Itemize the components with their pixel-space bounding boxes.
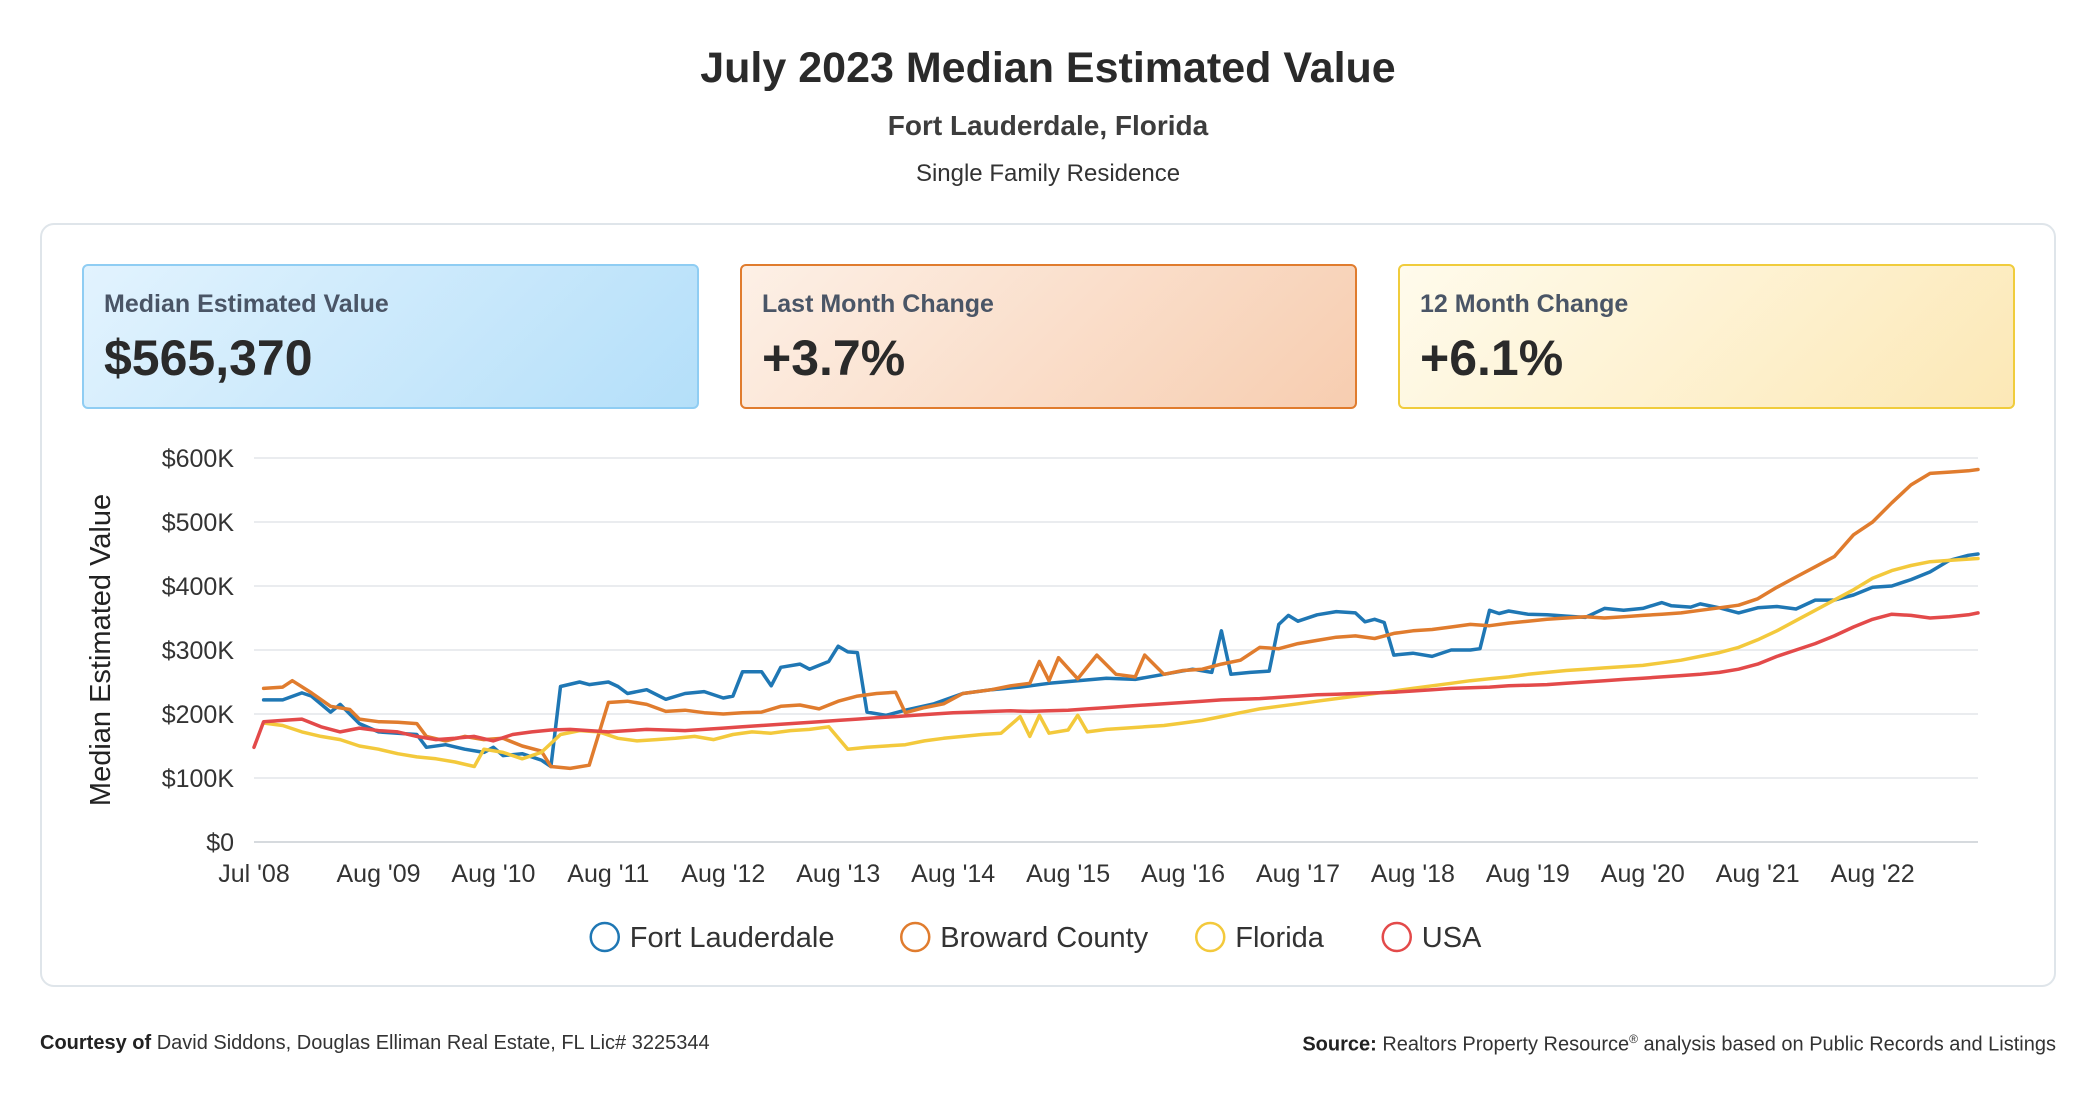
kpi-label: Last Month Change <box>762 290 994 318</box>
legend-label: Broward County <box>940 922 1148 954</box>
y-axis-ticks: $0 $100K $200K $300K $400K $500K $600K <box>162 445 235 857</box>
x-tick-label: Aug '19 <box>1486 860 1570 888</box>
x-tick-label: Aug '18 <box>1371 860 1455 888</box>
x-tick-label: Aug '10 <box>451 860 535 888</box>
x-tick-label: Aug '20 <box>1601 860 1685 888</box>
x-tick-label: Aug '14 <box>911 860 995 888</box>
property-type-subtitle: Single Family Residence <box>915 160 1181 187</box>
source-footer: Source: Realtors Property Resource® anal… <box>1302 1032 2056 1057</box>
kpi-median-value-card: Median Estimated Value $565,370 <box>82 264 699 409</box>
courtesy-label: Courtesy of <box>40 1032 152 1054</box>
y-tick-label: $100K <box>162 765 235 793</box>
page-title: July 2023 Median Estimated Value <box>700 44 1396 92</box>
courtesy-text: David Siddons, Douglas Elliman Real Esta… <box>156 1032 710 1054</box>
source-text-2: analysis based on Public Records and Lis… <box>1643 1033 2056 1056</box>
series-line-broward-county <box>261 467 1980 771</box>
x-tick-label: Aug '12 <box>681 860 765 888</box>
kpi-label: Median Estimated Value <box>104 290 389 318</box>
series-line-fort-lauderdale <box>261 552 1980 769</box>
legend-label: Fort Lauderdale <box>630 922 835 954</box>
y-tick-label: $300K <box>162 637 235 665</box>
x-tick-label: Aug '22 <box>1831 860 1915 888</box>
x-tick-label: Aug '09 <box>337 860 421 888</box>
location-subtitle: Fort Lauderdale, Florida <box>887 110 1209 141</box>
y-tick-label: $400K <box>162 573 235 601</box>
legend-marker <box>1381 921 1412 953</box>
courtesy-footer: Courtesy of David Siddons, Douglas Ellim… <box>40 1032 710 1055</box>
kpi-last-month-card: Last Month Change +3.7% <box>740 264 1357 409</box>
y-tick-label: $200K <box>162 701 235 729</box>
x-tick-label: Aug '16 <box>1141 860 1225 888</box>
series-line-usa <box>252 611 1980 750</box>
kpi-label: 12 Month Change <box>1420 290 1629 318</box>
x-tick-label: Aug '15 <box>1026 860 1110 888</box>
source-label: Source: <box>1302 1033 1377 1056</box>
y-tick-label: $600K <box>162 445 235 473</box>
chart-series <box>252 467 1980 771</box>
kpi-12-month-card: 12 Month Change +6.1% <box>1398 264 2015 409</box>
kpi-value: $565,370 <box>104 330 313 386</box>
registered-mark: ® <box>1629 1032 1638 1046</box>
chart-grid <box>254 457 1978 843</box>
y-axis-label: Median Estimated Value <box>85 494 117 806</box>
x-tick-label: Aug '21 <box>1716 860 1800 888</box>
legend-marker <box>589 921 620 953</box>
x-axis-ticks: Jul '08 Aug '09 Aug '10 Aug '11 Aug '12 Aug '… <box>218 860 1914 888</box>
x-tick-label: Jul '08 <box>218 860 289 888</box>
x-tick-label: Aug '13 <box>796 860 880 888</box>
y-tick-label: $500K <box>162 509 235 537</box>
x-tick-label: Aug '17 <box>1256 860 1340 888</box>
legend-marker <box>900 921 931 953</box>
kpi-value: +3.7% <box>762 330 906 386</box>
legend-label: USA <box>1422 922 1482 954</box>
kpi-value: +6.1% <box>1420 330 1564 386</box>
y-tick-label: $0 <box>206 829 234 857</box>
x-tick-label: Aug '11 <box>567 860 649 888</box>
chart-legend: Fort Lauderdale Broward County Florida USA <box>589 921 1482 954</box>
legend-label: Florida <box>1235 922 1325 954</box>
legend-marker <box>1195 921 1226 953</box>
source-text: Realtors Property Resource <box>1382 1033 1630 1056</box>
series-line-florida <box>261 556 1980 769</box>
